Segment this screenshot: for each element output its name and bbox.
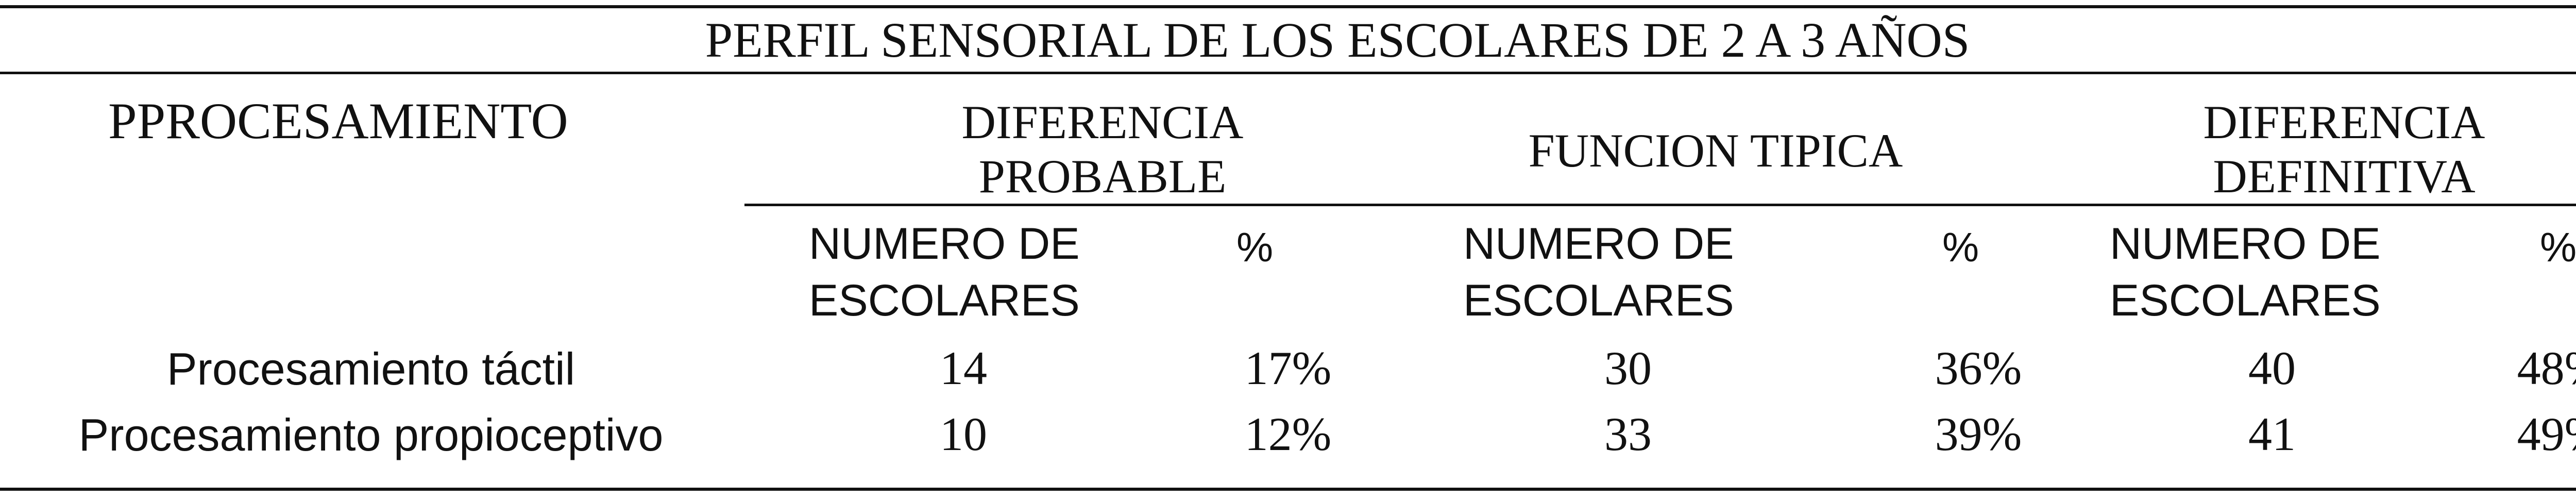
cell-tipica-count: 30 [1604, 342, 1652, 394]
subheader-count-line1: NUMERO DE [809, 219, 1080, 269]
cell-definitiva-count: 41 [2248, 408, 2296, 460]
group-definitiva-line1: DIFERENCIA [2203, 96, 2485, 148]
cell-definitiva-percent: 48% [2517, 342, 2576, 394]
row-label: Procesamiento táctil [166, 343, 575, 394]
cell-tipica-count: 33 [1604, 408, 1652, 460]
subheader-count-line2: ESCOLARES [809, 276, 1080, 325]
subheader-probable-percent: % [1236, 224, 1274, 270]
subheader-count-line1: NUMERO DE [2110, 219, 2381, 269]
group-header-probable: DIFERENCIA PROBABLE [896, 95, 1309, 204]
table-title: PERFIL SENSORIAL DE LOS ESCOLARES DE 2 A… [705, 12, 1970, 68]
group-probable-line2: PROBABLE [978, 150, 1227, 203]
subheader-definitiva-count: NUMERO DE ESCOLARES [2110, 215, 2381, 329]
subheader-count-line2: ESCOLARES [1463, 276, 1734, 325]
cell-tipica-percent: 39% [1935, 408, 2022, 460]
group-header-tipica: FUNCION TIPICA [1458, 124, 1973, 178]
subheader-tipica-percent: % [1942, 224, 1979, 270]
bottom-rule [0, 488, 2576, 491]
cell-definitiva-percent: 49% [2517, 408, 2576, 460]
row-label: Procesamiento propioceptivo [78, 409, 664, 460]
subheader-count-line1: NUMERO DE [1463, 219, 1734, 269]
subheader-probable-count: NUMERO DE ESCOLARES [809, 215, 1080, 329]
cell-probable-percent: 12% [1244, 408, 1332, 460]
title-rule [0, 72, 2576, 74]
row-header: PPROCESAMIENTO [108, 92, 568, 149]
group-definitiva-line2: DEFINITIVA [2213, 150, 2476, 203]
top-rule [0, 5, 2576, 8]
group-tipica-line1: FUNCION TIPICA [1528, 124, 1903, 177]
cell-probable-count: 10 [940, 408, 987, 460]
group-header-definitiva: DIFERENCIA DEFINITIVA [2138, 95, 2550, 204]
cell-probable-count: 14 [940, 342, 987, 394]
subheader-rule [744, 204, 2576, 206]
subheader-tipica-count: NUMERO DE ESCOLARES [1463, 215, 1734, 329]
cell-probable-percent: 17% [1244, 342, 1332, 394]
subheader-definitiva-percent: % [2540, 224, 2576, 270]
subheader-count-line2: ESCOLARES [2110, 276, 2381, 325]
cell-tipica-percent: 36% [1935, 342, 2022, 394]
cell-definitiva-count: 40 [2248, 342, 2296, 394]
group-probable-line1: DIFERENCIA [961, 96, 1244, 148]
